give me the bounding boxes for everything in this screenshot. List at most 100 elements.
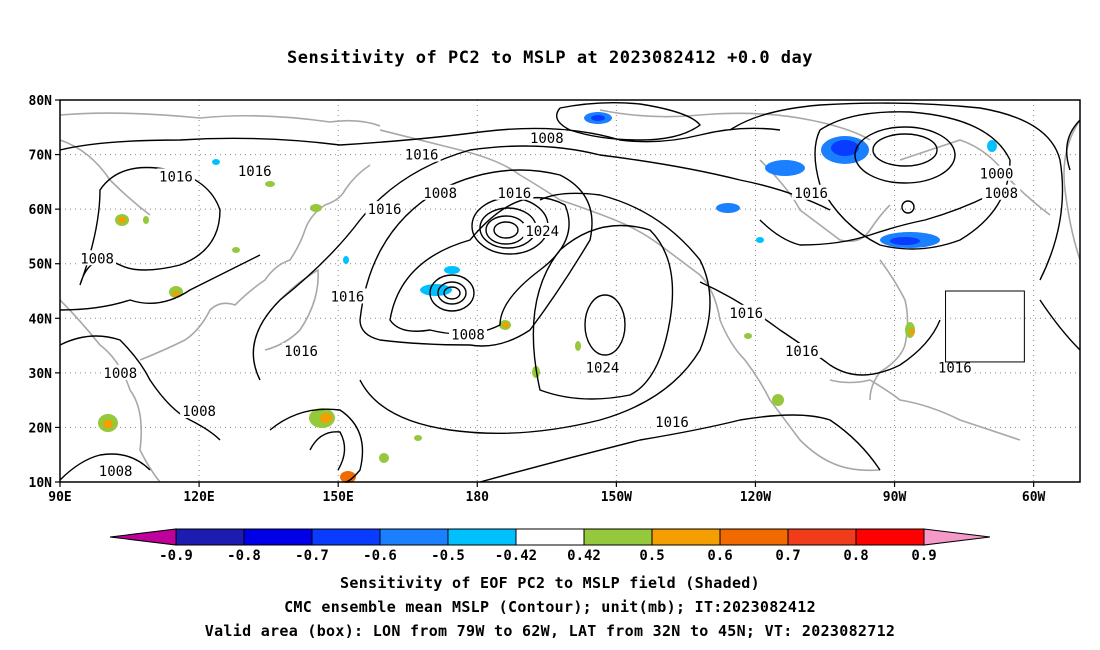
europe-edge-coast: [1063, 119, 1081, 261]
lat-tick-label: 60N: [29, 203, 53, 218]
colorbar-label: -0.42: [495, 548, 537, 564]
colorbar-swatch: [447, 528, 517, 546]
contour-line: [854, 126, 956, 184]
shade-positive: [118, 217, 126, 223]
contour-label: 1016: [405, 148, 439, 164]
contour-label-bg: [365, 201, 404, 217]
contour-labels: 1008 1016 1016 1000 1008 1016 1016 1008 1016 1016…: [78, 130, 1021, 480]
shade-negative: [987, 140, 997, 152]
contour-label-bg: [449, 326, 487, 342]
lat-lon-grid: [60, 100, 1080, 482]
contour-label-bg: [727, 304, 766, 320]
contour-label: 1016: [284, 344, 318, 360]
caption-contour: CMC ensemble mean MSLP (Contour); unit(m…: [284, 598, 816, 616]
shade-negative: [890, 237, 920, 245]
shade-negative: [831, 140, 859, 156]
lat-tick-label: 70N: [29, 149, 53, 164]
contour-line: [1039, 299, 1081, 351]
contour-label-bg: [96, 463, 135, 479]
colorbar-swatch: [855, 528, 925, 546]
lon-tick-label: 90E: [48, 490, 71, 505]
arctic-coast-asia: [59, 112, 381, 127]
contour-line: [901, 200, 915, 214]
contour-label-bg: [402, 146, 441, 162]
colorbar-label: 0.6: [707, 548, 732, 564]
map-background: [60, 100, 1080, 482]
contour-line: [872, 133, 938, 167]
lon-tick-label: 150W: [601, 490, 632, 505]
lat-tick-label: 40N: [29, 312, 53, 327]
lat-tick-label: 50N: [29, 258, 53, 273]
latitude-tick-labels: 80N 70N 60N 50N 40N 30N 20N 10N: [29, 94, 60, 491]
contour-label: 1008: [984, 186, 1018, 202]
contour-line: [309, 431, 346, 471]
contour-line: [729, 102, 1064, 281]
longitude-tick-labels: 90E 120E 150E 180 150W 120W 90W 60W: [48, 482, 1046, 505]
shade-negative: [343, 256, 349, 264]
valid-area-box: [945, 290, 1025, 363]
contour-label-bg: [235, 162, 274, 178]
colorbar-label: -0.6: [363, 548, 397, 564]
contour-label: 1008: [182, 404, 216, 420]
contour-line: [759, 194, 991, 246]
contour-label-bg: [583, 359, 622, 375]
shade-positive: [103, 420, 113, 428]
lon-tick-label: 120E: [183, 490, 214, 505]
japan-outline: [264, 268, 319, 351]
lat-tick-label: 30N: [29, 367, 53, 382]
map-frame: [59, 99, 1081, 483]
greenland-coast: [899, 139, 1051, 216]
colorbar-label: -0.9: [159, 548, 193, 564]
east-coast-us: [869, 259, 909, 401]
lon-tick-label: 60W: [1022, 490, 1046, 505]
south-asia-coast: [59, 299, 161, 483]
colorbar-swatch: [651, 528, 721, 546]
contour-label: 1016: [159, 169, 193, 185]
colorbar-swatch: [583, 528, 653, 546]
lon-tick-label: 120W: [740, 490, 771, 505]
contour-line: [59, 254, 261, 311]
gulf-caribbean-coast: [829, 379, 1021, 441]
contour-label-bg: [523, 222, 562, 238]
contour-label: 1008: [99, 464, 133, 480]
contour-line: [532, 224, 674, 400]
contour-line: [429, 274, 475, 312]
map-title: Sensitivity of PC2 to MSLP at 2023082412…: [286, 48, 813, 68]
contour-label: 1008: [451, 328, 485, 344]
lon-tick-label: 90W: [883, 490, 907, 505]
contour-line: [1066, 119, 1081, 171]
contour-line: [79, 166, 221, 286]
contour-label: 1016: [729, 306, 763, 322]
colorbar-label: 0.42: [567, 548, 601, 564]
contour-label: 1008: [80, 251, 114, 267]
contour-label-bg: [421, 184, 460, 200]
colorbar-max-arrow: [923, 528, 991, 546]
lat-tick-label: 10N: [29, 476, 53, 491]
contour-line: [437, 281, 467, 305]
colorbar-swatch: [787, 528, 857, 546]
contour-label: 1016: [794, 186, 828, 202]
contour-line: [59, 453, 151, 481]
mslp-contours: [59, 101, 1081, 483]
colorbar-label: 0.5: [639, 548, 664, 564]
okhotsk-coast: [304, 164, 371, 231]
shade-positive: [379, 453, 389, 463]
contour-label: 1008: [103, 366, 137, 382]
contour-label: 1016: [498, 186, 532, 202]
contour-label: 1024: [525, 224, 559, 240]
colorbar-swatch: [243, 528, 313, 546]
shade-negative: [756, 237, 764, 243]
shade-positive: [909, 329, 915, 335]
east-asia-coast: [139, 229, 306, 361]
contour-label: 1016: [368, 202, 402, 218]
contour-line: [359, 192, 711, 435]
contour-label-bg: [982, 184, 1021, 200]
shade-negative: [420, 284, 452, 296]
colorbar-min-arrow: [109, 528, 177, 546]
contour-label: 1008: [423, 186, 457, 202]
shade-positive: [575, 341, 581, 351]
contour-label-bg: [180, 403, 219, 419]
shade-positive: [414, 435, 422, 441]
contour-label: 1016: [938, 360, 972, 376]
